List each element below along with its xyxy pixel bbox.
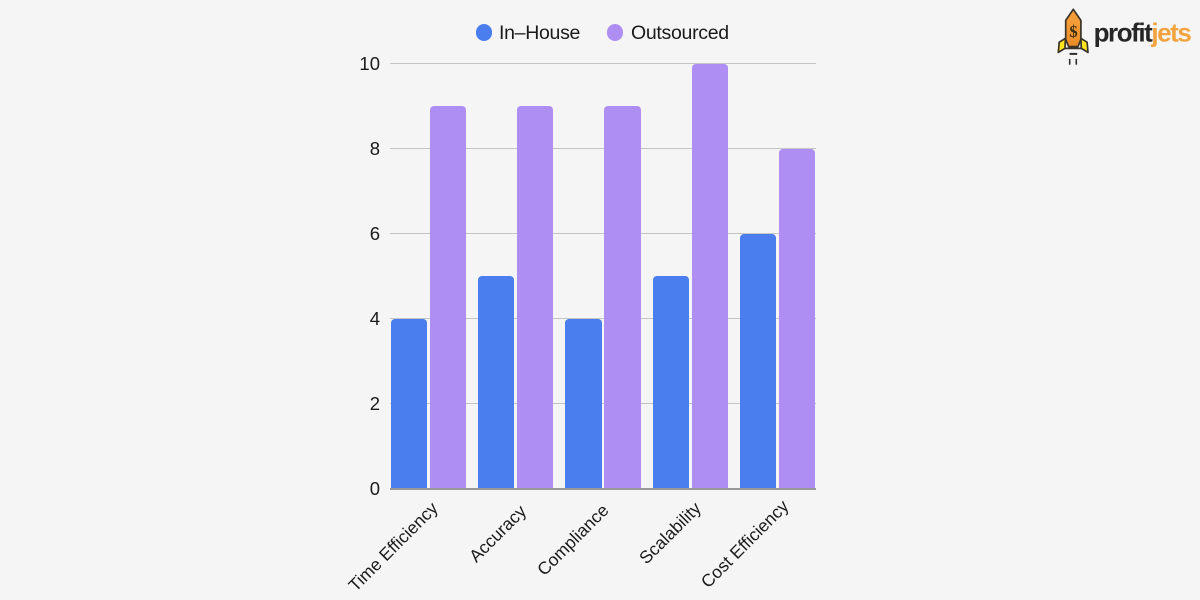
svg-text:profitjets: profitjets [1094, 18, 1192, 48]
svg-text:$: $ [1069, 22, 1077, 41]
